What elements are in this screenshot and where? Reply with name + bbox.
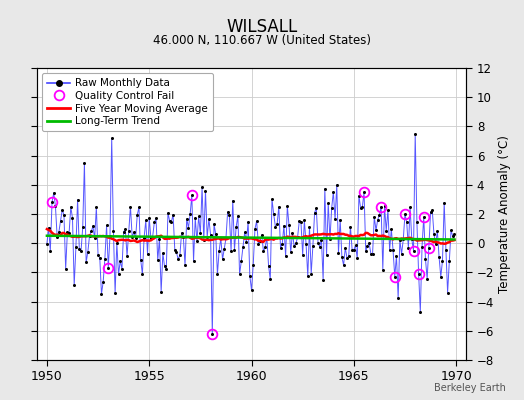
Y-axis label: Temperature Anomaly (°C): Temperature Anomaly (°C) bbox=[498, 135, 511, 293]
Legend: Raw Monthly Data, Quality Control Fail, Five Year Moving Average, Long-Term Tren: Raw Monthly Data, Quality Control Fail, … bbox=[42, 73, 213, 132]
Text: WILSALL: WILSALL bbox=[226, 18, 298, 36]
Text: Berkeley Earth: Berkeley Earth bbox=[434, 383, 506, 393]
Text: 46.000 N, 110.667 W (United States): 46.000 N, 110.667 W (United States) bbox=[153, 34, 371, 47]
